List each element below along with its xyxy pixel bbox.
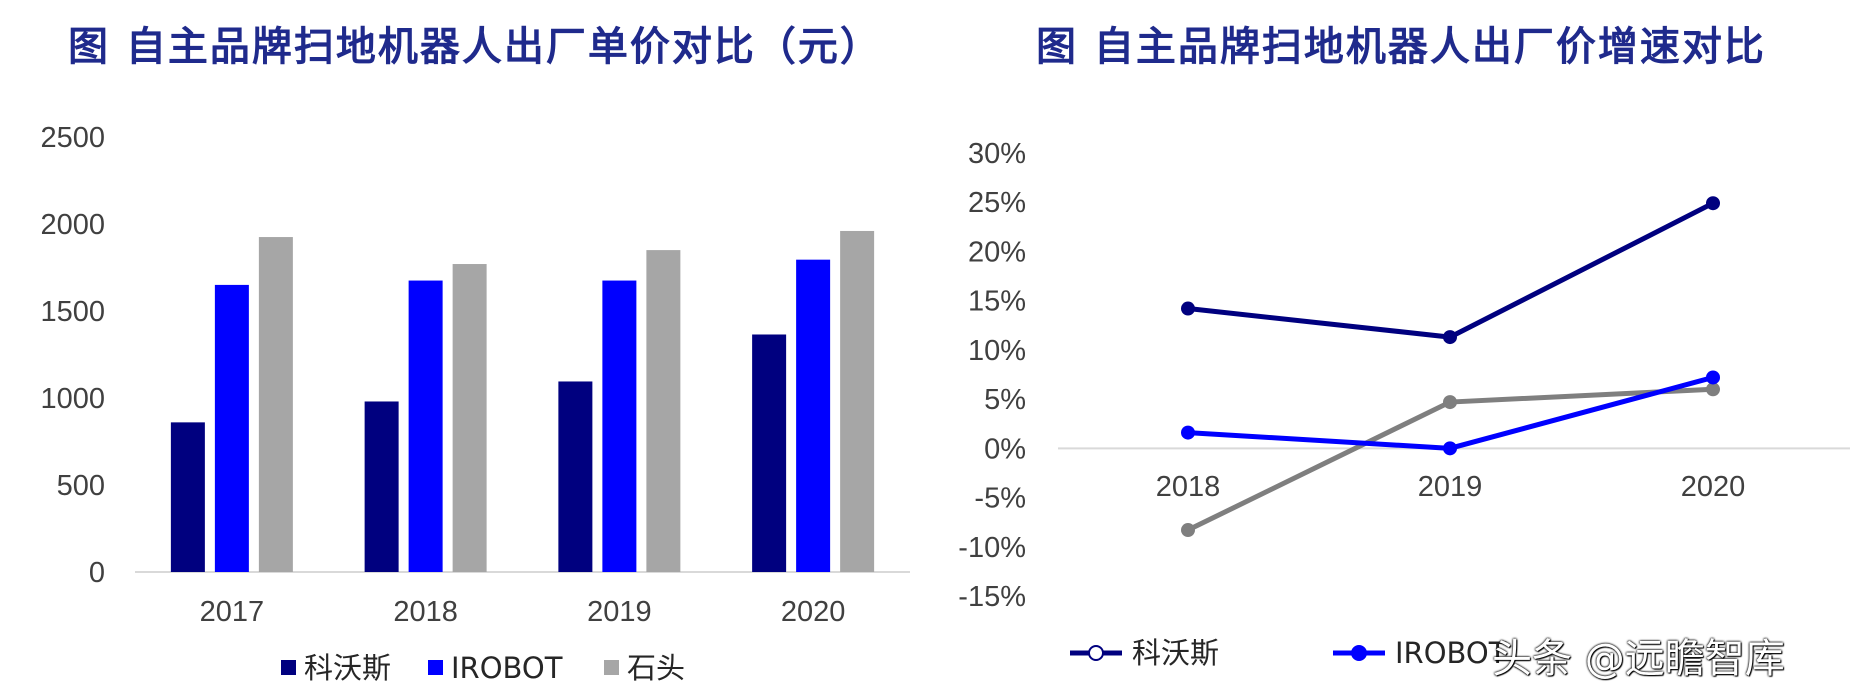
- data-point: [1443, 395, 1457, 410]
- y-tick-label: -10%: [958, 532, 1026, 564]
- series-line: [1187, 375, 1714, 451]
- bar: [364, 401, 399, 572]
- line-chart: 30% 25% 20% 15% 10% 5% 0% -5% -10% -15% 2018 2019 20…: [958, 138, 1850, 670]
- x-tick-label: 2020: [781, 596, 846, 628]
- y-tick-label: 25%: [968, 187, 1026, 219]
- bar: [558, 381, 593, 572]
- x-tick-label: 2020: [1681, 471, 1746, 503]
- legend-label: IROBOT: [1395, 636, 1507, 670]
- legend-marker: [1351, 645, 1367, 661]
- legend-label: IROBOT: [451, 651, 563, 685]
- line-chart-panel: 图 自主品牌扫地机器人出厂价增速对比 30% 25% 20% 15% 10% 5% 0% -5…: [920, 0, 1852, 692]
- y-tick-label: 5%: [984, 384, 1026, 416]
- bar: [752, 334, 787, 572]
- y-tick-label: -15%: [958, 581, 1026, 613]
- bar: [452, 264, 487, 572]
- data-point: [1443, 330, 1457, 345]
- legend-marker: [1088, 645, 1104, 661]
- bar-chart-panel: 图 自主品牌扫地机器人出厂单价对比（元） 0 500 1000 1500 2000 250…: [0, 0, 920, 692]
- y-tick-label: 0: [89, 557, 105, 589]
- bar: [214, 284, 249, 572]
- bar: [170, 422, 205, 572]
- watermark: 头条 @远瞻智库: [1492, 636, 1785, 682]
- bar: [840, 230, 875, 572]
- y-tick-label: 2000: [40, 209, 105, 241]
- legend-swatch: [604, 660, 619, 675]
- y-tick-label: 10%: [968, 335, 1026, 367]
- legend-swatch: [281, 660, 296, 675]
- data-point: [1181, 523, 1195, 538]
- data-point: [1706, 382, 1720, 397]
- bar: [646, 250, 681, 572]
- bar-chart: 0 500 1000 1500 2000 2500 2017 2018 2019 2020 科沃斯 I…: [40, 122, 910, 685]
- series-line: [1187, 200, 1715, 340]
- y-tick-label: -5%: [974, 483, 1026, 515]
- y-tick-label: 2500: [40, 122, 105, 154]
- data-point: [1706, 196, 1720, 211]
- bar-chart-title: 图 自主品牌扫地机器人出厂单价对比（元）: [68, 23, 882, 70]
- series-line: [1186, 386, 1714, 533]
- x-tick-label: 2018: [1156, 471, 1221, 503]
- legend-label: 科沃斯: [1132, 636, 1219, 670]
- legend-swatch: [428, 660, 443, 675]
- legend-label: 科沃斯: [304, 651, 391, 685]
- legend-label: 石头: [627, 651, 685, 685]
- line-chart-title: 图 自主品牌扫地机器人出厂价增速对比: [1036, 23, 1766, 70]
- y-tick-label: 30%: [968, 138, 1026, 170]
- y-tick-label: 1500: [40, 296, 105, 328]
- y-tick-label: 20%: [968, 236, 1026, 268]
- x-tick-label: 2019: [587, 596, 652, 628]
- bar: [258, 237, 293, 573]
- y-tick-label: 15%: [968, 286, 1026, 318]
- y-tick-label: 0%: [984, 433, 1026, 465]
- data-point: [1706, 370, 1720, 385]
- bar: [796, 259, 831, 572]
- data-point: [1181, 425, 1195, 440]
- x-tick-label: 2019: [1418, 471, 1483, 503]
- data-point: [1181, 301, 1195, 316]
- bar: [408, 280, 443, 572]
- y-tick-label: 1000: [40, 383, 105, 415]
- data-point: [1443, 441, 1457, 456]
- bar: [602, 280, 637, 572]
- x-tick-label: 2018: [393, 596, 458, 628]
- x-tick-label: 2017: [200, 596, 265, 628]
- y-tick-label: 500: [57, 470, 105, 502]
